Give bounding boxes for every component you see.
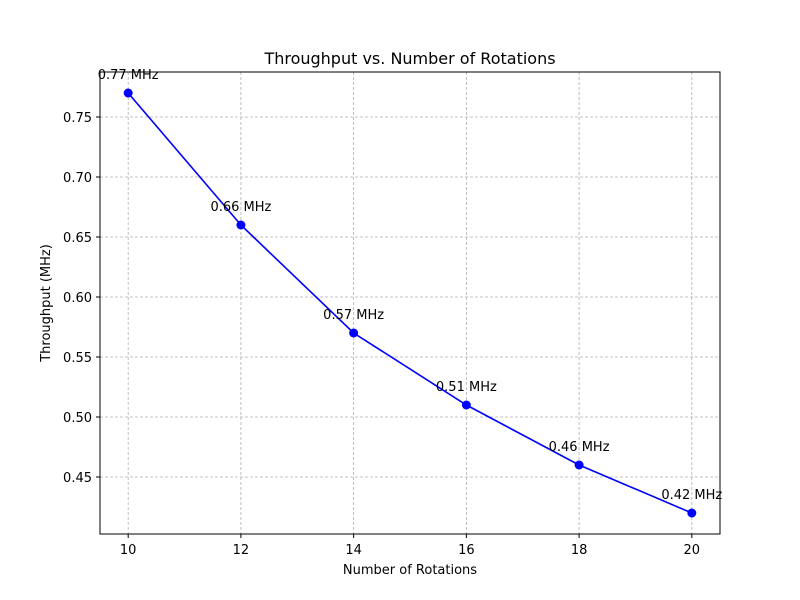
data-point [461,400,471,410]
y-tick-label: 0.70 [63,171,92,186]
y-tick-label: 0.75 [63,111,92,126]
y-tick-label: 0.55 [63,351,92,366]
data-labels: 0.77 MHz 0.66 MHz 0.57 MHz 0.51 MHz 0.46 MHz… [98,68,723,503]
x-tick-label: 18 [571,543,588,558]
x-tick-label: 20 [684,543,701,558]
data-point [687,508,697,518]
x-tick-label: 12 [233,543,250,558]
data-point [349,328,359,338]
data-point [236,220,246,230]
data-label: 0.42 MHz [661,488,722,503]
y-axis-label: Throughput (MHz) [39,244,54,363]
data-point [574,460,584,470]
grid [100,72,720,534]
x-axis-label: Number of Rotations [343,563,477,578]
x-tick-label: 16 [458,543,475,558]
y-tick-label: 0.45 [63,471,92,486]
y-tick-label: 0.50 [63,411,92,426]
data-point [123,88,133,98]
chart-title: Throughput vs. Number of Rotations [263,49,555,68]
axis-ticks: 10 12 14 16 18 20 0.45 0.50 0.55 0.60 0.65 0.70 0.75 [63,111,700,558]
data-label: 0.46 MHz [549,440,610,455]
series-line [127,92,693,514]
y-tick-label: 0.60 [63,291,92,306]
data-label: 0.66 MHz [210,200,271,215]
x-tick-label: 10 [120,543,137,558]
x-tick-label: 14 [345,543,362,558]
y-tick-label: 0.65 [63,231,92,246]
series-layer [123,88,697,518]
data-label: 0.57 MHz [323,308,384,323]
data-label: 0.51 MHz [436,380,497,395]
plot-frame [99,71,721,535]
data-label: 0.77 MHz [98,68,159,83]
